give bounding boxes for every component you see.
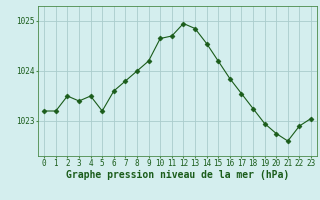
X-axis label: Graphe pression niveau de la mer (hPa): Graphe pression niveau de la mer (hPa) [66,170,289,180]
